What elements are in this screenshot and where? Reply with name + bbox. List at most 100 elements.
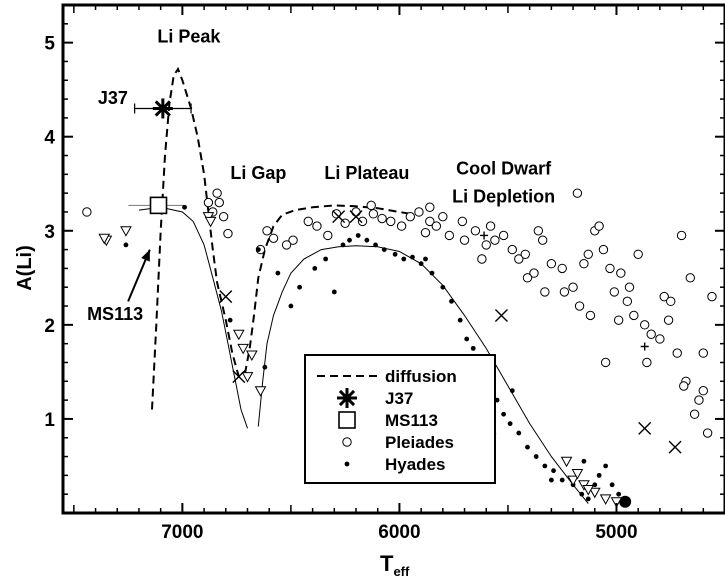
- point-pleiades: [574, 301, 585, 311]
- point-hyades: [255, 247, 261, 252]
- point-pleiades: [414, 207, 424, 217]
- legend-label-pleiades: Pleiades: [385, 433, 454, 452]
- point-pleiades: [281, 240, 292, 250]
- y-tick-label: 4: [44, 128, 55, 149]
- point-pleiades: [507, 244, 517, 255]
- curve-model-plateau: [257, 245, 589, 504]
- point-hyades: [340, 242, 346, 248]
- point-pleiades: [498, 230, 509, 241]
- point-pleiades: [522, 273, 533, 283]
- point-pleiades: [312, 221, 322, 231]
- point-hyades: [381, 247, 387, 252]
- point-hyades: [331, 289, 337, 295]
- point-hyades: [262, 364, 268, 370]
- point-upper-limits: [588, 487, 601, 499]
- point-hyades-detection: [619, 495, 632, 508]
- point-pleiades: [694, 395, 704, 405]
- point-pleiades: [368, 209, 379, 219]
- point-pleiades: [679, 381, 689, 391]
- point-hyades: [581, 458, 587, 464]
- point-pleiades: [557, 263, 567, 274]
- annotation-j37: J37: [98, 88, 128, 108]
- point-pleiades: [218, 211, 229, 222]
- tick-layer: 7000 6000 5000 1 2 3 4 5: [44, 5, 725, 543]
- point-pleiades: [82, 207, 92, 217]
- point-pleiades: [537, 235, 548, 245]
- point-pleiades: [585, 310, 596, 321]
- point-pleiades: [490, 235, 500, 245]
- point-upper-limits: [120, 226, 132, 237]
- point-upper-limits: [245, 350, 258, 361]
- point-hyades: [548, 477, 554, 483]
- point-pleiades: [559, 287, 570, 297]
- point-hyades: [603, 463, 609, 469]
- point-crosses: [332, 210, 346, 224]
- point-pleiades: [568, 282, 578, 292]
- point-pleiades: [598, 244, 609, 255]
- point-pleiades: [268, 233, 279, 244]
- point-upper-limits: [571, 468, 584, 480]
- point-hyades: [423, 256, 428, 262]
- point-pleiades: [386, 216, 396, 227]
- point-pleiades: [579, 259, 589, 269]
- legend-swatch-hyades: [344, 461, 350, 467]
- curve-diffusion: [151, 66, 411, 410]
- point-crosses: [638, 421, 652, 435]
- x-axis-label-main: T: [380, 551, 394, 576]
- point-plus: [480, 231, 489, 240]
- annotation-li-peak: Li Peak: [157, 27, 221, 47]
- legend-label-diffusion: diffusion: [385, 367, 457, 386]
- y-tick-label: 1: [44, 410, 55, 431]
- point-pleiades: [639, 320, 650, 330]
- point-pleiades: [366, 200, 376, 211]
- legend: diffusion J37 MS113 Pleiades Hyades: [304, 354, 496, 484]
- point-upper-limits: [237, 343, 250, 355]
- curve-model-gap: [138, 206, 248, 429]
- point-hyades: [347, 237, 352, 243]
- point-pleiades: [459, 235, 470, 245]
- point-hyades: [507, 421, 513, 427]
- plot-frame: [61, 3, 725, 515]
- point-pleiades: [698, 348, 708, 358]
- point-hyades: [596, 472, 602, 478]
- point-pleiades: [405, 211, 415, 222]
- curve-layer: [138, 66, 589, 504]
- point-hyades: [401, 256, 407, 262]
- y-tick-label: 3: [44, 222, 55, 243]
- point-pleiades: [351, 207, 361, 217]
- x-tick-label: 6000: [378, 522, 420, 543]
- point-pleiades: [457, 216, 468, 227]
- point-upper-limits: [560, 456, 573, 468]
- point-pleiades: [676, 230, 687, 241]
- point-upper-limits: [241, 372, 254, 383]
- point-hyades: [297, 284, 302, 290]
- point-pleiades: [655, 334, 665, 344]
- y-tick-label: 5: [44, 34, 55, 55]
- point-pleiades: [425, 216, 435, 227]
- point-hyades: [288, 303, 294, 309]
- point-hyades: [559, 477, 565, 483]
- point-pleiades: [613, 315, 624, 325]
- point-j37: [152, 98, 173, 119]
- legend-label-ms113: MS113: [385, 411, 438, 430]
- point-pleiades: [529, 268, 539, 278]
- point-hyades: [457, 317, 463, 323]
- point-hyades: [592, 482, 598, 488]
- point-pleiades: [622, 296, 633, 307]
- point-pleiades: [477, 254, 487, 264]
- point-pleiades: [262, 226, 272, 236]
- point-pleiades: [629, 310, 639, 321]
- y-tick-label: 2: [44, 316, 55, 337]
- point-hyades: [323, 256, 329, 262]
- point-pleiades: [288, 235, 298, 245]
- point-hyades: [355, 233, 361, 238]
- x-axis-label-subscript: eff: [393, 564, 410, 579]
- point-pleiades: [672, 348, 682, 358]
- point-hyades: [275, 270, 281, 276]
- point-pleiades: [624, 282, 635, 292]
- point-pleiades: [377, 213, 387, 224]
- point-pleiades: [212, 188, 222, 198]
- point-crosses: [232, 370, 246, 384]
- point-pleiades: [396, 221, 407, 231]
- annotation-li-plateau: Li Plateau: [324, 163, 409, 183]
